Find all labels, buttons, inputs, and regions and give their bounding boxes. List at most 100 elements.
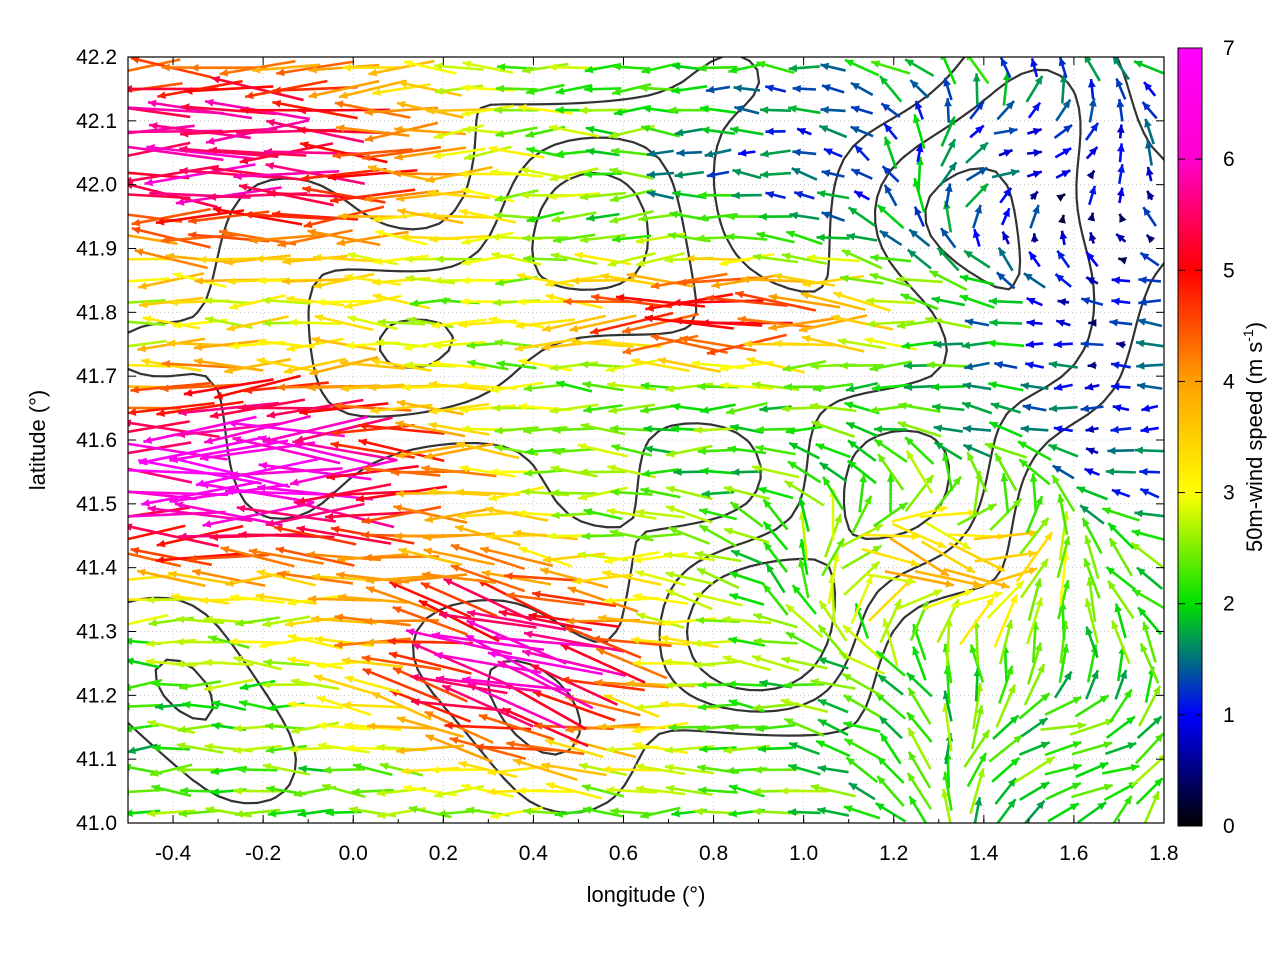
contour-segment bbox=[735, 566, 747, 572]
wind-vector-head bbox=[582, 380, 591, 389]
wind-vector bbox=[330, 423, 415, 435]
wind-vector-head bbox=[665, 570, 675, 579]
contour-segment bbox=[502, 776, 512, 786]
wind-vector-head bbox=[752, 654, 762, 663]
wind-vector-head bbox=[155, 555, 165, 564]
contour-segment bbox=[828, 221, 832, 237]
contour-segment bbox=[1078, 132, 1082, 148]
wind-vector-head bbox=[204, 684, 213, 692]
contour-segment bbox=[657, 157, 661, 161]
wind-vector bbox=[147, 720, 196, 735]
contour-segment bbox=[877, 238, 884, 250]
wind-vector-head bbox=[952, 476, 962, 486]
wind-vector-head bbox=[1105, 467, 1115, 476]
contour-segment bbox=[154, 658, 168, 671]
contour-segment bbox=[938, 324, 945, 337]
contour-segment bbox=[489, 761, 500, 774]
wind-vector-head bbox=[322, 783, 331, 792]
wind-vector-head bbox=[434, 87, 444, 95]
wind-vector-head bbox=[915, 100, 923, 110]
wind-vector bbox=[705, 296, 788, 308]
contour-segment bbox=[1020, 68, 1036, 75]
wind-vector-head bbox=[395, 451, 405, 459]
contour-segment bbox=[679, 209, 685, 225]
wind-vector-head bbox=[1140, 488, 1150, 496]
wind-vector-head bbox=[330, 525, 340, 534]
wind-vector-head bbox=[1003, 187, 1012, 197]
wind-vector bbox=[342, 703, 403, 709]
wind-vector-head bbox=[726, 232, 735, 241]
wind-vector-head bbox=[985, 597, 994, 607]
wind-vector-head bbox=[821, 211, 831, 219]
contour-segment bbox=[489, 598, 505, 602]
wind-vector-head bbox=[388, 651, 398, 659]
wind-vector-head bbox=[1056, 319, 1066, 327]
wind-vector-head bbox=[729, 593, 739, 601]
wind-vector bbox=[184, 85, 274, 93]
wind-vector-head bbox=[1002, 231, 1010, 241]
wind-vector-head bbox=[314, 674, 323, 682]
contour-segment bbox=[437, 442, 453, 447]
wind-vector-head bbox=[1005, 101, 1015, 110]
wind-vector-head bbox=[730, 423, 739, 432]
wind-vector-head bbox=[964, 250, 974, 259]
wind-vector-head bbox=[841, 249, 851, 258]
wind-vector-head bbox=[693, 660, 703, 669]
wind-vector-head bbox=[262, 619, 272, 628]
wind-vector-head bbox=[248, 547, 258, 556]
wind-vector bbox=[591, 637, 672, 648]
x-tick-label: 0.8 bbox=[699, 842, 728, 865]
contour-segment bbox=[865, 694, 872, 708]
wind-vector-head bbox=[340, 384, 349, 393]
wind-vector-head bbox=[572, 577, 582, 585]
contour-segment bbox=[288, 770, 296, 786]
wind-vector-head bbox=[734, 105, 744, 113]
wind-vector-head bbox=[1045, 757, 1055, 765]
wind-vector-head bbox=[523, 807, 532, 816]
wind-vector-head bbox=[570, 276, 580, 285]
wind-vector-head bbox=[989, 421, 999, 430]
wind-vector-head bbox=[1134, 509, 1143, 518]
wind-vector-head bbox=[789, 442, 799, 451]
contour-segment bbox=[411, 643, 415, 659]
wind-vector-head bbox=[722, 655, 732, 663]
wind-vector bbox=[773, 273, 836, 287]
wind-vector-head bbox=[780, 698, 790, 706]
wind-vector bbox=[798, 314, 868, 332]
wind-vector-head bbox=[906, 450, 915, 460]
wind-vector-head bbox=[673, 468, 682, 477]
wind-vector bbox=[265, 502, 365, 527]
wind-vector bbox=[229, 294, 286, 310]
wind-vector-head bbox=[842, 673, 852, 682]
wind-vector-head bbox=[639, 84, 648, 93]
wind-vector bbox=[373, 254, 429, 264]
wind-vector-head bbox=[668, 723, 677, 732]
contour-segment bbox=[681, 221, 686, 235]
wind-vector-head bbox=[724, 527, 734, 536]
contour-segment bbox=[842, 502, 847, 518]
wind-vector-head bbox=[819, 462, 829, 471]
contour-segment bbox=[942, 250, 956, 263]
wind-vector-head bbox=[974, 204, 982, 214]
wind-vector-head bbox=[667, 231, 677, 240]
wind-vector-head bbox=[339, 359, 349, 368]
wind-vector bbox=[692, 592, 743, 607]
contour-segment bbox=[466, 396, 479, 403]
wind-vector-head bbox=[585, 125, 595, 134]
wind-vector-head bbox=[941, 789, 949, 798]
wind-vector-head bbox=[626, 679, 635, 688]
wind-vector bbox=[128, 363, 172, 368]
wind-vector-head bbox=[458, 381, 468, 390]
wind-vector-head bbox=[1084, 468, 1094, 476]
contour-segment bbox=[1137, 119, 1146, 135]
contour-segment bbox=[929, 81, 944, 95]
wind-vector bbox=[481, 570, 552, 586]
wind-vector bbox=[951, 591, 1003, 608]
wind-vector-head bbox=[263, 658, 272, 667]
wind-vector-head bbox=[632, 726, 642, 735]
contour-segment bbox=[165, 757, 170, 761]
wind-vector-head bbox=[763, 584, 772, 594]
wind-vector-head bbox=[464, 152, 473, 161]
wind-vector-head bbox=[261, 680, 270, 689]
wind-vector-head bbox=[1072, 763, 1082, 772]
